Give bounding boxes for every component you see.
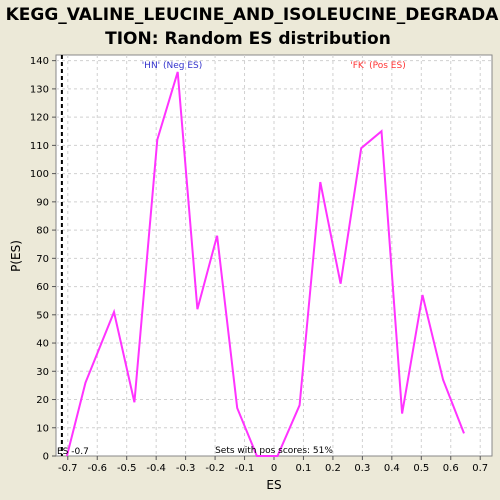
y-axis-label: P(ES) (9, 240, 23, 272)
y-tick-label: 80 (36, 226, 49, 237)
x-axis-label: ES (266, 478, 281, 492)
y-tick-label: 130 (30, 84, 49, 95)
chart-title-line-2: TION: Random ES distribution (105, 29, 391, 49)
y-tick-label: 120 (30, 113, 49, 124)
es-distribution-line (65, 71, 465, 457)
x-tick-label: 0.4 (384, 463, 400, 474)
x-tick-label: -0.6 (87, 463, 107, 474)
y-tick-label: 50 (36, 310, 49, 321)
x-tick-label: -0.4 (146, 463, 166, 474)
x-tick-label: 0.3 (354, 463, 370, 474)
x-tick-label: 0 (271, 463, 277, 474)
grid-lines (56, 55, 492, 456)
y-tick-label: 0 (43, 452, 49, 463)
y-tick-label: 60 (36, 282, 49, 293)
axes: 0 10 20 30 40 50 60 70 80 90 100 110 120 130 140 -0.7 -0… (30, 56, 488, 474)
es-marker-label: ES -0.7 (57, 447, 89, 457)
neg-es-label: 'HN' (Neg ES) (142, 61, 203, 71)
x-tick-label: 0.2 (325, 463, 341, 474)
x-tick-label: -0.1 (235, 463, 255, 474)
x-tick-label: -0.5 (117, 463, 137, 474)
x-tick-label: -0.2 (205, 463, 225, 474)
pos-es-label: 'FK' (Pos ES) (350, 61, 405, 71)
x-tick-label: 0.7 (472, 463, 488, 474)
x-tick-label: 0.1 (296, 463, 312, 474)
y-tick-label: 100 (30, 169, 49, 180)
x-tick-label: 0.6 (443, 463, 459, 474)
x-tick-label: -0.3 (176, 463, 196, 474)
y-tick-label: 70 (36, 254, 49, 265)
x-tick-label: -0.7 (58, 463, 78, 474)
y-tick-label: 20 (36, 395, 49, 406)
x-tick-label: 0.5 (413, 463, 429, 474)
y-tick-label: 140 (30, 56, 49, 67)
y-tick-label: 30 (36, 367, 49, 378)
y-tick-label: 90 (36, 197, 49, 208)
y-tick-label: 40 (36, 339, 49, 350)
chart-title-line-1: KEGG_VALINE_LEUCINE_AND_ISOLEUCINE_DEGRA… (6, 5, 500, 25)
y-tick-label: 110 (30, 141, 49, 152)
sets-with-pos-scores-label: Sets with pos scores: 51% (215, 446, 333, 456)
series-layer (60, 55, 465, 457)
y-tick-label: 10 (36, 423, 49, 434)
